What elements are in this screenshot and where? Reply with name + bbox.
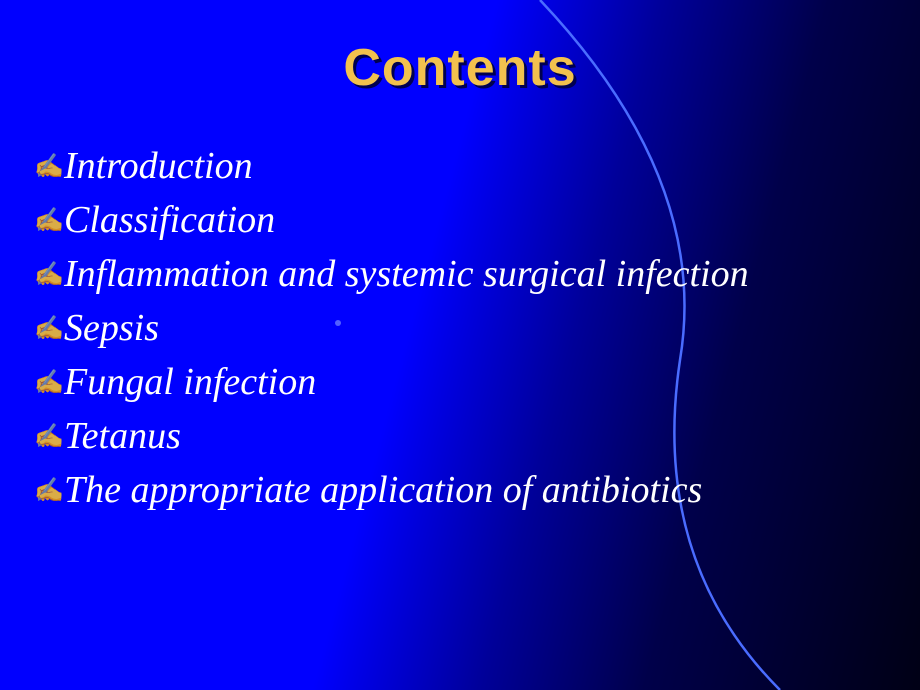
contents-list: ✍ Introduction ✍ Classification ✍ Inflam… — [34, 140, 920, 518]
list-item: ✍ Fungal infection — [34, 356, 920, 410]
list-item: ✍ Tetanus — [34, 410, 920, 464]
item-text: Introduction — [64, 140, 253, 194]
list-item: ✍ The appropriate application of antibio… — [34, 464, 920, 518]
list-item: ✍ Sepsis — [34, 302, 920, 356]
bullet-icon: ✍ — [34, 366, 64, 400]
item-text: Classification — [64, 194, 275, 248]
item-text: Fungal infection — [64, 356, 316, 410]
bullet-icon: ✍ — [34, 204, 64, 238]
item-text: Inflammation and systemic surgical infec… — [64, 248, 749, 302]
list-item: ✍ Classification — [34, 194, 920, 248]
slide-title: Contents — [0, 38, 920, 98]
bullet-icon: ✍ — [34, 150, 64, 184]
bullet-icon: ✍ — [34, 258, 64, 292]
list-item: ✍ Introduction — [34, 140, 920, 194]
list-item: ✍ Inflammation and systemic surgical inf… — [34, 248, 920, 302]
item-text: The appropriate application of antibioti… — [64, 464, 702, 518]
bullet-icon: ✍ — [34, 312, 64, 346]
item-text: Tetanus — [64, 410, 181, 464]
item-text: Sepsis — [64, 302, 159, 356]
bullet-icon: ✍ — [34, 420, 64, 454]
bullet-icon: ✍ — [34, 474, 64, 508]
